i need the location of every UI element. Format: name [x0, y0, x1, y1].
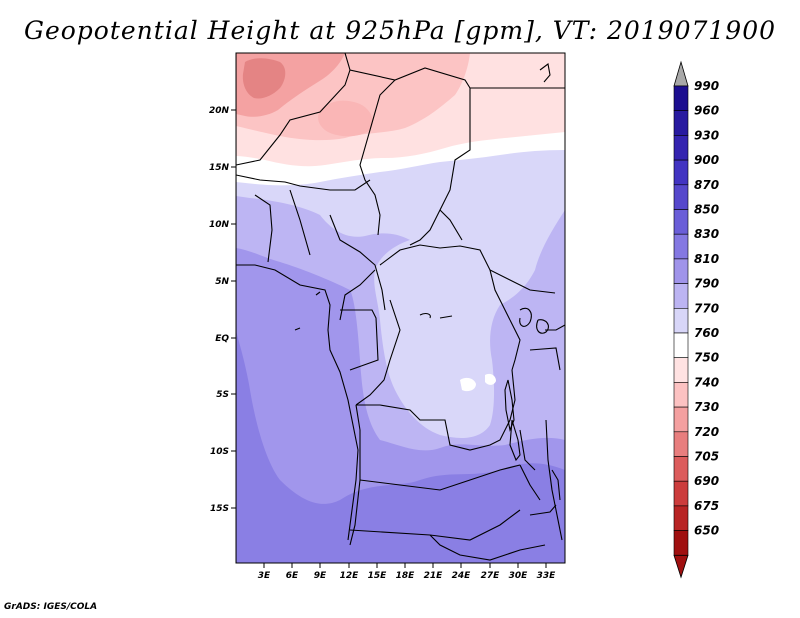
- lat-ticks: [231, 109, 236, 509]
- colorbar-swatch: [673, 456, 689, 482]
- colorbar-swatch: [673, 357, 689, 383]
- colorbar-swatch: [673, 209, 689, 235]
- lon-label: 33E: [537, 571, 557, 581]
- lon-label: 9E: [314, 571, 327, 581]
- lat-label: 10N: [209, 220, 230, 230]
- band-760-blob: [485, 373, 496, 385]
- lon-label: 27E: [481, 571, 501, 581]
- colorbar-label: 770: [694, 301, 719, 315]
- colorbar-label: 750: [694, 351, 719, 365]
- band-760-blob: [460, 377, 476, 392]
- colorbar-label: 740: [694, 375, 719, 389]
- map-frame: [235, 52, 566, 564]
- colorbar-label: 730: [694, 400, 719, 414]
- lat-label: 15S: [210, 504, 229, 514]
- colorbar-label: 810: [694, 252, 719, 266]
- colorbar-label: 720: [694, 425, 719, 439]
- colorbar-label: 675: [694, 499, 719, 513]
- colorbar-swatch: [673, 406, 689, 433]
- colorbar-label: 650: [694, 524, 719, 538]
- colorbar-swatch: [673, 135, 689, 161]
- band-740-blob: [318, 100, 373, 137]
- colorbar-label: 960: [694, 104, 719, 118]
- colorbar-label: 850: [694, 203, 719, 217]
- lat-labels: 20N 15N 10N 5N EQ 5S 10S 15S: [209, 106, 230, 514]
- colorbar-underflow-arrow: [673, 554, 689, 579]
- colorbar-swatch: [673, 110, 689, 136]
- band-720: [242, 58, 286, 99]
- colorbar-label: 790: [694, 277, 719, 291]
- colorbar-swatch: [673, 233, 689, 260]
- lon-label: 24E: [452, 571, 472, 581]
- contour-fills: [236, 53, 565, 563]
- lat-label: EQ: [215, 334, 229, 344]
- colorbar-swatch: [673, 480, 689, 507]
- colorbar-swatch: [673, 530, 689, 556]
- lon-ticks: [263, 563, 547, 568]
- colorbar-label: 930: [694, 128, 719, 142]
- country-borders: [236, 53, 565, 563]
- colorbar-label: 870: [694, 178, 719, 192]
- colorbar-swatch: [673, 258, 689, 284]
- colorbar-swatch: [673, 307, 689, 334]
- colorbar-swatch: [673, 159, 689, 186]
- colorbar-swatch: [673, 382, 689, 408]
- colorbar-label: 900: [694, 153, 719, 167]
- colorbar-label: 690: [694, 474, 719, 488]
- lon-label: 15E: [368, 571, 388, 581]
- lat-label: 20N: [209, 106, 230, 116]
- lon-label: 12E: [340, 571, 360, 581]
- colorbar-swatch: [673, 505, 689, 531]
- colorbar-swatch: [673, 332, 689, 359]
- lon-label: 3E: [258, 571, 271, 581]
- grads-credit: GrADS: IGES/COLA: [4, 602, 98, 612]
- lon-label: 30E: [509, 571, 529, 581]
- lon-label: 18E: [396, 571, 416, 581]
- colorbar-swatch: [673, 431, 689, 457]
- colorbar-swatch: [673, 85, 689, 112]
- colorbar-overflow-arrow: [673, 60, 689, 87]
- lat-label: 5N: [215, 277, 229, 287]
- colorbar-swatch: [673, 283, 689, 309]
- colorbar-swatch: [673, 184, 689, 210]
- lon-label: 21E: [424, 571, 444, 581]
- colorbar-label: 705: [694, 450, 719, 464]
- lat-label: 15N: [209, 163, 230, 173]
- lon-label: 6E: [286, 571, 299, 581]
- lat-label: 10S: [210, 447, 229, 457]
- colorbar-label: 760: [694, 326, 719, 340]
- map-title: Geopotential Height at 925hPa [gpm], VT:…: [23, 16, 777, 45]
- colorbar-label: 830: [694, 227, 719, 241]
- lon-labels: 3E 6E 9E 12E 15E 18E 21E 24E 27E 30E 33E: [258, 571, 556, 581]
- lat-label: 5S: [216, 390, 229, 400]
- colorbar: 990 960 930 900 870 850 830 810 790 770 760 750 740 7…: [673, 60, 719, 579]
- colorbar-label: 990: [694, 79, 719, 93]
